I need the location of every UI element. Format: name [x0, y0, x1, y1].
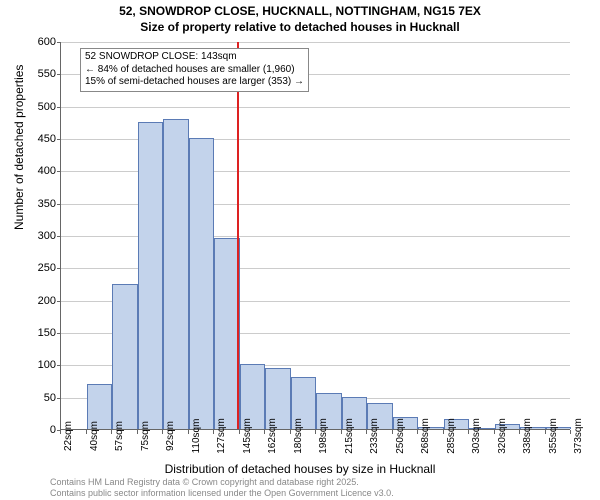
- y-tick-mark: [57, 107, 61, 108]
- x-tick-mark: [290, 430, 291, 434]
- y-tick-label: 100: [26, 359, 56, 371]
- plot-area: [60, 42, 570, 430]
- y-tick-mark: [57, 74, 61, 75]
- x-tick-mark: [315, 430, 316, 434]
- x-tick-label: 92sqm: [165, 421, 176, 451]
- annotation-line2: ← 84% of detached houses are smaller (1,…: [85, 64, 304, 77]
- x-tick-label: 57sqm: [114, 421, 125, 451]
- x-tick-label: 198sqm: [318, 418, 329, 454]
- y-tick-label: 250: [26, 262, 56, 274]
- x-tick-mark: [519, 430, 520, 434]
- y-tick-mark: [57, 268, 61, 269]
- y-tick-label: 200: [26, 295, 56, 307]
- x-tick-label: 320sqm: [497, 418, 508, 454]
- annotation-box: 52 SNOWDROP CLOSE: 143sqm ← 84% of detac…: [80, 48, 309, 92]
- histogram-bar: [138, 122, 164, 429]
- x-tick-mark: [545, 430, 546, 434]
- y-tick-mark: [57, 236, 61, 237]
- x-tick-label: 303sqm: [471, 418, 482, 454]
- x-tick-label: 110sqm: [191, 419, 202, 454]
- x-tick-label: 233sqm: [369, 418, 380, 454]
- chart-title-line2: Size of property relative to detached ho…: [0, 20, 600, 36]
- x-tick-mark: [60, 430, 61, 434]
- annotation-line1: 52 SNOWDROP CLOSE: 143sqm: [85, 51, 304, 64]
- x-tick-mark: [137, 430, 138, 434]
- y-tick-mark: [57, 139, 61, 140]
- x-tick-mark: [111, 430, 112, 434]
- y-tick-label: 600: [26, 36, 56, 48]
- x-tick-mark: [86, 430, 87, 434]
- x-tick-mark: [239, 430, 240, 434]
- y-tick-label: 50: [26, 392, 56, 404]
- x-tick-label: 145sqm: [242, 418, 253, 454]
- x-tick-label: 40sqm: [89, 421, 100, 451]
- x-tick-mark: [494, 430, 495, 434]
- y-tick-mark: [57, 333, 61, 334]
- x-tick-mark: [341, 430, 342, 434]
- y-tick-label: 500: [26, 101, 56, 113]
- y-tick-label: 550: [26, 68, 56, 80]
- footer-line1: Contains HM Land Registry data © Crown c…: [50, 477, 394, 487]
- y-tick-label: 0: [26, 424, 56, 436]
- x-tick-label: 180sqm: [293, 418, 304, 454]
- chart-area: 52 SNOWDROP CLOSE: 143sqm ← 84% of detac…: [60, 42, 570, 430]
- y-tick-label: 400: [26, 165, 56, 177]
- x-tick-label: 22sqm: [63, 421, 74, 451]
- gridline: [61, 107, 570, 108]
- x-tick-mark: [392, 430, 393, 434]
- x-tick-mark: [443, 430, 444, 434]
- x-tick-mark: [162, 430, 163, 434]
- x-tick-label: 215sqm: [344, 418, 355, 454]
- x-tick-mark: [570, 430, 571, 434]
- y-tick-mark: [57, 204, 61, 205]
- y-tick-mark: [57, 301, 61, 302]
- x-tick-label: 127sqm: [216, 418, 227, 454]
- x-tick-mark: [213, 430, 214, 434]
- y-tick-mark: [57, 42, 61, 43]
- x-tick-label: 268sqm: [420, 418, 431, 454]
- x-tick-label: 355sqm: [548, 418, 559, 454]
- x-tick-mark: [417, 430, 418, 434]
- y-tick-label: 300: [26, 230, 56, 242]
- x-tick-mark: [468, 430, 469, 434]
- annotation-line3: 15% of semi-detached houses are larger (…: [85, 76, 304, 89]
- x-tick-label: 338sqm: [522, 418, 533, 454]
- x-tick-label: 162sqm: [267, 418, 278, 454]
- y-tick-mark: [57, 171, 61, 172]
- y-tick-label: 150: [26, 327, 56, 339]
- y-tick-mark: [57, 398, 61, 399]
- y-tick-mark: [57, 365, 61, 366]
- x-tick-label: 373sqm: [573, 418, 584, 454]
- gridline: [61, 42, 570, 43]
- x-tick-mark: [188, 430, 189, 434]
- histogram-bar: [163, 119, 189, 429]
- y-axis-label: Number of detached properties: [12, 65, 26, 230]
- chart-title-line1: 52, SNOWDROP CLOSE, HUCKNALL, NOTTINGHAM…: [0, 4, 600, 20]
- footer-line2: Contains public sector information licen…: [50, 488, 394, 498]
- histogram-bar: [189, 138, 215, 429]
- x-tick-label: 250sqm: [395, 418, 406, 454]
- x-tick-label: 285sqm: [446, 418, 457, 454]
- y-tick-label: 350: [26, 198, 56, 210]
- x-tick-label: 75sqm: [140, 421, 151, 451]
- histogram-bar: [112, 284, 138, 430]
- footer-attribution: Contains HM Land Registry data © Crown c…: [50, 477, 394, 498]
- x-tick-mark: [366, 430, 367, 434]
- x-tick-mark: [264, 430, 265, 434]
- reference-marker-line: [237, 42, 239, 429]
- histogram-bar: [214, 238, 240, 429]
- x-axis-label: Distribution of detached houses by size …: [0, 462, 600, 476]
- y-tick-label: 450: [26, 133, 56, 145]
